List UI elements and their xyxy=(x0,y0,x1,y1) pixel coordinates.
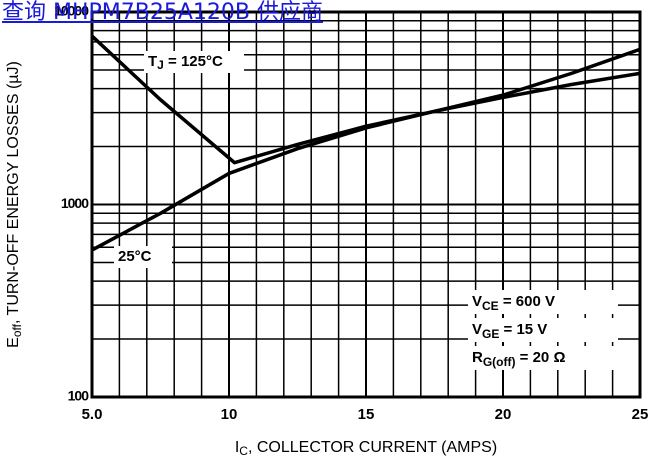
text-part: off xyxy=(10,323,24,337)
y-tick-label: 10000 xyxy=(54,3,89,19)
label-bg xyxy=(114,246,172,268)
header-link[interactable]: 查询 MHPM7B25A120B 供应商 xyxy=(2,0,323,25)
text-part: V xyxy=(472,293,482,310)
text-part: J xyxy=(157,58,164,72)
series-line xyxy=(91,47,641,252)
x-tick-label: 5.0 xyxy=(82,406,103,423)
text-part: CE xyxy=(482,299,499,313)
text-part: R xyxy=(472,349,483,366)
y-tick-label: 100 xyxy=(68,388,90,404)
text-part: = 20 Ω xyxy=(516,349,566,366)
text-part: T xyxy=(148,53,157,70)
text-part: G(off) xyxy=(483,355,516,369)
x-tick-label: 15 xyxy=(358,406,375,423)
annotation: RG(off) = 20 Ω xyxy=(472,349,565,369)
text-part: , TURN-OFF ENERGY LOSSES (µJ) xyxy=(5,61,22,324)
legend-label: 25°C xyxy=(118,248,152,265)
x-tick-label: 25 xyxy=(632,406,649,423)
annotation: VCE = 600 V xyxy=(472,293,555,313)
text-part: = 15 V xyxy=(499,321,547,338)
label-bg xyxy=(144,51,244,73)
text-part: = 125°C xyxy=(164,53,223,70)
x-axis-label: IC, COLLECTOR CURRENT (AMPS) xyxy=(235,439,497,458)
legend-label: TJ = 125°C xyxy=(148,53,223,72)
y-tick-label: 1000 xyxy=(61,195,89,211)
text-part: , COLLECTOR CURRENT (AMPS) xyxy=(248,439,497,456)
plot-frame xyxy=(90,10,642,399)
text-part: 25°C xyxy=(118,248,152,265)
annotation-bg xyxy=(468,318,618,342)
text-part: C xyxy=(239,444,248,458)
text-part: E xyxy=(5,337,22,348)
text-part: I xyxy=(235,439,239,456)
annotation-bg xyxy=(468,290,618,314)
annotation-bg xyxy=(468,346,618,370)
x-tick-label: 20 xyxy=(495,406,512,423)
text-part: GE xyxy=(482,327,499,341)
text-part: = 600 V xyxy=(499,293,555,310)
annotation: VGE = 15 V xyxy=(472,321,547,341)
text-part: V xyxy=(472,321,482,338)
y-axis-label: Eoff, TURN-OFF ENERGY LOSSES (µJ) xyxy=(5,61,24,348)
x-tick-label: 10 xyxy=(221,406,238,423)
